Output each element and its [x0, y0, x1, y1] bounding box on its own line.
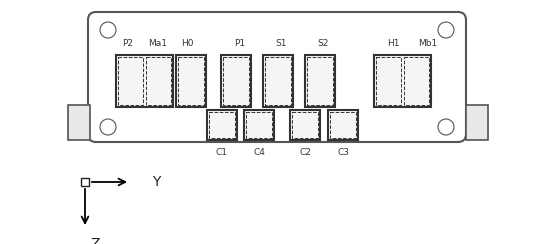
Bar: [263, 55, 293, 107]
Bar: [305, 55, 335, 107]
Text: C1: C1: [216, 148, 228, 157]
Text: H1: H1: [387, 39, 399, 48]
Circle shape: [438, 119, 454, 135]
Bar: [81, 178, 89, 186]
Bar: [307, 57, 333, 105]
Text: C3: C3: [337, 148, 349, 157]
Bar: [328, 110, 358, 140]
Text: Ma1: Ma1: [148, 39, 167, 48]
Bar: [376, 57, 401, 105]
Bar: [265, 57, 291, 105]
Bar: [466, 105, 488, 140]
Circle shape: [100, 119, 116, 135]
Bar: [176, 55, 206, 107]
Bar: [207, 110, 237, 140]
Bar: [68, 105, 90, 140]
Text: P1: P1: [234, 39, 245, 48]
Circle shape: [100, 22, 116, 38]
Bar: [221, 55, 251, 107]
Bar: [374, 55, 431, 107]
Text: Y: Y: [152, 175, 160, 189]
Text: H0: H0: [181, 39, 193, 48]
Bar: [290, 110, 320, 140]
Bar: [118, 57, 143, 105]
Bar: [146, 57, 171, 105]
Text: S1: S1: [275, 39, 287, 48]
Text: S2: S2: [317, 39, 329, 48]
Bar: [404, 57, 429, 105]
Bar: [292, 112, 318, 138]
Text: C2: C2: [299, 148, 311, 157]
Circle shape: [438, 22, 454, 38]
Text: Z: Z: [90, 237, 100, 244]
Bar: [116, 55, 173, 107]
Bar: [244, 110, 274, 140]
FancyBboxPatch shape: [88, 12, 466, 142]
Text: P2: P2: [122, 39, 134, 48]
Bar: [223, 57, 249, 105]
Bar: [246, 112, 272, 138]
Bar: [330, 112, 356, 138]
Text: Mb1: Mb1: [418, 39, 438, 48]
Bar: [178, 57, 204, 105]
Text: C4: C4: [253, 148, 265, 157]
Bar: [209, 112, 235, 138]
